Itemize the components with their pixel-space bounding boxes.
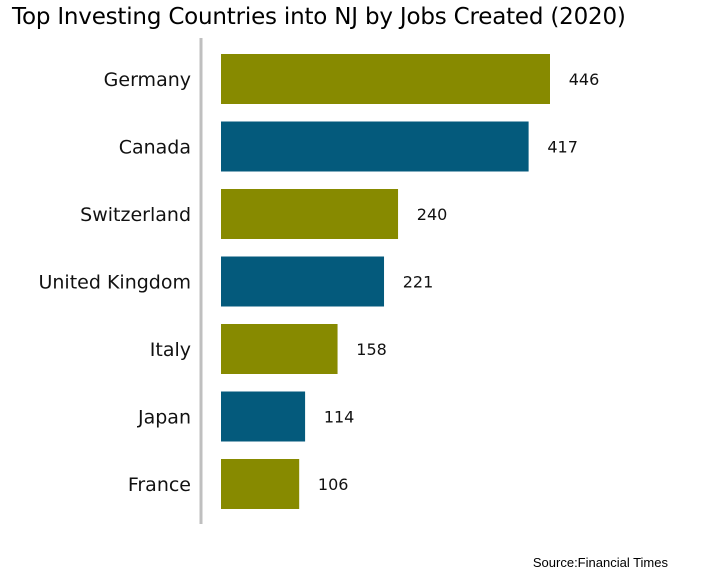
category-label: Germany: [104, 69, 191, 91]
bar-france: [221, 459, 300, 509]
source-note: Source:Financial Times: [532, 555, 668, 570]
bar-switzerland: [221, 189, 399, 239]
value-label: 221: [403, 273, 434, 292]
bar-japan: [221, 391, 306, 442]
value-label: 240: [417, 205, 448, 224]
category-label: United Kingdom: [38, 272, 191, 294]
value-label: 158: [356, 340, 387, 359]
chart-title: Top Investing Countries into NJ by Jobs …: [12, 4, 626, 30]
value-label: 417: [547, 138, 578, 157]
category-label: Switzerland: [80, 204, 191, 226]
category-label: Canada: [119, 137, 191, 159]
bar-italy: [221, 324, 338, 374]
bar-germany: [221, 54, 550, 104]
value-label: 106: [318, 475, 349, 494]
bars-layer: Germany 446 Canada 417 Switzerland 240 United …: [38, 54, 599, 509]
bar-canada: [221, 121, 529, 172]
category-label: Japan: [137, 407, 191, 429]
value-label: 446: [569, 70, 600, 89]
category-label: France: [128, 474, 191, 496]
category-label: Italy: [150, 339, 191, 361]
value-label: 114: [324, 408, 355, 427]
bar-united-kingdom: [221, 256, 385, 307]
